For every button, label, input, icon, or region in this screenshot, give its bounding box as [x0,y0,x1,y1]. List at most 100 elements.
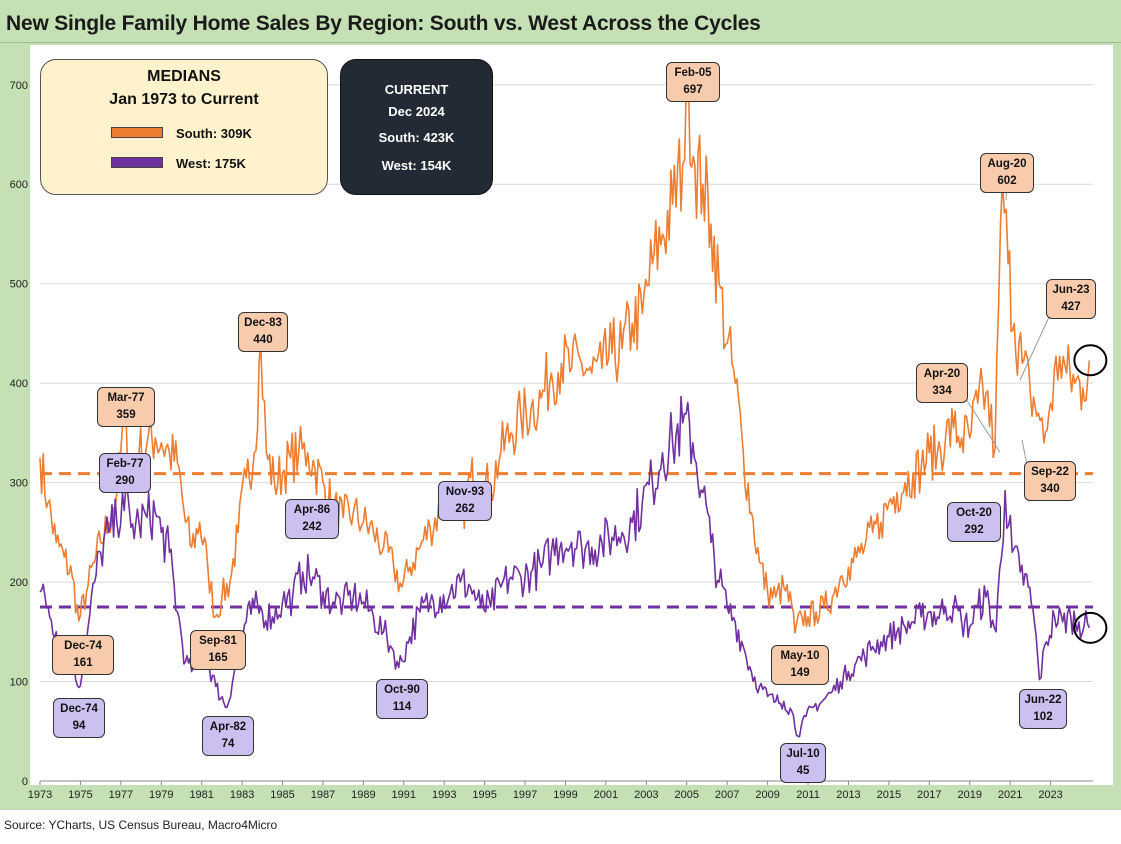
y-tick-label: 300 [10,478,28,490]
callout-date: Feb-77 [106,458,144,470]
callout-west: Jun-22 102 [1019,689,1067,729]
x-tick-label: 1973 [28,789,52,801]
callout-date: Apr-20 [923,368,961,380]
west-series-line [39,395,1091,738]
callout-west: Dec-74 94 [53,698,105,738]
x-tick-label: 2011 [796,789,820,801]
current-date: Dec 2024 [388,104,445,119]
callout-south: Aug-20 602 [980,153,1034,193]
callout-date: Oct-90 [384,684,420,696]
callout-date: Aug-20 [987,158,1027,170]
callout-west: Apr-86 242 [285,499,339,539]
series-layer [39,64,1091,738]
x-tick-label: 2021 [998,789,1022,801]
south-legend-label: South: 309K [176,126,252,141]
callout-value: 292 [964,524,984,536]
callout-value: 340 [1040,483,1060,495]
callout-date: Sep-81 [199,635,237,647]
callout-value: 94 [72,720,86,732]
callout-south: Feb-05 697 [666,62,720,102]
callout-date: Dec-74 [64,640,102,652]
medians-panel: MEDIANS Jan 1973 to Current South: 309K … [40,59,328,195]
callout-value: 114 [392,701,412,713]
west-legend-label: West: 175K [176,156,246,171]
title-bar: New Single Family Home Sales By Region: … [0,0,1121,43]
callout-date: Apr-82 [209,721,247,733]
x-tick-label: 1979 [149,789,173,801]
callout-date: Mar-77 [107,392,145,404]
callout-value: 359 [116,409,136,421]
callout-date: Sep-22 [1031,466,1069,478]
callout-value: 427 [1061,301,1081,313]
medians-title: MEDIANS [147,68,221,85]
axis-layer: 0 100 200 300 400 500 600 700 1973 1975 1977 1979 19… [10,80,1093,801]
source-note: Source: YCharts, US Census Bureau, Macro… [4,818,278,832]
x-tick-label: 2019 [957,789,981,801]
x-tick-label: 1989 [351,789,375,801]
callout-date: Feb-05 [674,67,712,79]
south-series-line [39,64,1091,634]
callout-value: 149 [790,667,810,679]
callout-value: 602 [997,175,1017,187]
callout-value: 242 [302,521,322,533]
callout-west: Apr-82 74 [202,716,254,756]
x-tick-label: 2001 [594,789,618,801]
callout-west: Oct-20 292 [947,502,1001,542]
callout-value: 290 [115,475,135,487]
callout-south: Mar-77 359 [97,387,155,427]
current-panel: CURRENT Dec 2024 South: 423K West: 154K [340,59,493,195]
callout-date: Nov-93 [445,486,485,498]
callout-west: Oct-90 114 [376,679,428,719]
x-tick-label: 1981 [189,789,213,801]
y-tick-label: 500 [10,279,28,291]
current-west: West: 154K [381,158,452,173]
x-tick-label: 1983 [230,789,254,801]
x-tick-label: 1977 [109,789,133,801]
callout-value: 334 [932,385,952,397]
y-tick-label: 700 [10,80,28,92]
callout-south: Dec-74 161 [52,635,114,675]
callout-value: 440 [253,334,273,346]
x-tick-label: 1985 [270,789,294,801]
callout-value: 697 [683,84,703,96]
callout-leader [965,398,1001,453]
y-tick-label: 400 [10,378,28,390]
current-markers [1073,344,1108,644]
callout-date: Dec-74 [60,703,98,715]
x-tick-label: 1991 [392,789,416,801]
callout-value: 262 [455,503,475,515]
south-current-marker [1073,344,1108,377]
callout-south: Sep-81 165 [190,630,246,670]
x-tick-label: 1993 [432,789,456,801]
current-south: South: 423K [378,130,455,145]
callout-value: 102 [1033,711,1053,723]
x-tick-label: 2003 [634,789,658,801]
x-tick-label: 2017 [917,789,941,801]
callout-date: May-10 [780,650,820,662]
y-tick-label: 200 [10,577,28,589]
x-tick-label: 2015 [877,789,901,801]
callout-south: Dec-83 440 [238,312,288,352]
x-tick-label: 1999 [553,789,577,801]
callout-west: Jul-10 45 [780,743,826,783]
callout-south: Jun-23 427 [1046,279,1096,319]
callout-value: 45 [796,765,810,777]
y-tick-label: 100 [10,677,28,689]
callout-south: Sep-22 340 [1024,461,1076,501]
south-legend-swatch [111,127,163,138]
callout-value: 161 [73,657,93,669]
x-tick-label: 1995 [472,789,496,801]
x-tick-label: 2007 [715,789,739,801]
medians-subtitle: Jan 1973 to Current [109,91,259,108]
callout-date: Oct-20 [956,507,992,519]
x-tick-label: 2009 [755,789,779,801]
callout-date: Jul-10 [786,748,820,760]
y-tick-label: 0 [22,776,28,788]
callout-south: Apr-20 334 [916,363,968,403]
x-tick-label: 1987 [311,789,335,801]
callout-value: 74 [221,738,235,750]
callout-value: 165 [208,652,228,664]
x-tick-label: 2023 [1038,789,1062,801]
callout-west: Feb-77 290 [99,453,151,493]
x-tick-label: 2013 [836,789,860,801]
